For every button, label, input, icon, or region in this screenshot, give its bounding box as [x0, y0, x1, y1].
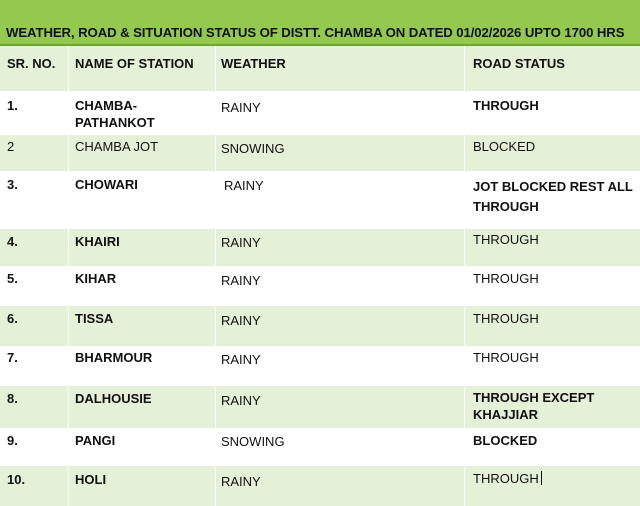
weather-cell: RAINY: [221, 352, 261, 367]
road-status-cell: THROUGH: [473, 271, 539, 286]
table-row: 9. PANGI SNOWING BLOCKED: [0, 428, 640, 466]
sr-no-cell: 7.: [7, 350, 18, 365]
road-status-cell: JOT BLOCKED REST ALL THROUGH: [473, 179, 633, 214]
weather-cell: SNOWING: [221, 141, 285, 156]
weather-cell: RAINY: [221, 313, 261, 328]
station-cell: KHAIRI: [75, 234, 120, 249]
station-cell: PANGI: [75, 433, 116, 448]
table-row: 10. HOLI RAINY THROUGH: [0, 466, 640, 506]
column-divider: [464, 46, 465, 506]
weather-cell: RAINY: [221, 474, 261, 489]
table-header-row: SR. NO. NAME OF STATION WEATHER ROAD STA…: [0, 46, 640, 91]
sr-no-cell: 10.: [7, 472, 26, 487]
station-cell: HOLI: [75, 472, 107, 487]
table-row: 7. BHARMOUR RAINY THROUGH: [0, 346, 640, 386]
station-cell: CHOWARI: [75, 177, 138, 192]
sr-no-cell: 1.: [7, 98, 18, 113]
sr-no-cell: 9.: [7, 433, 18, 448]
table-row: 1. CHAMBA-PATHANKOT RAINY THROUGH: [0, 91, 640, 135]
header-sr-no: SR. NO.: [7, 56, 56, 71]
text-cursor: [540, 471, 542, 485]
station-cell: CHAMBA JOT: [75, 139, 159, 154]
road-status-cell[interactable]: THROUGH: [473, 470, 638, 487]
header-road-status: ROAD STATUS: [473, 56, 565, 71]
table-row: 3. CHOWARI RAINY JOT BLOCKED REST ALL TH…: [0, 171, 640, 229]
weather-cell: RAINY: [221, 393, 261, 408]
column-divider: [68, 46, 69, 506]
column-divider: [215, 46, 216, 506]
road-status-cell: THROUGH: [473, 311, 539, 326]
weather-cell: RAINY: [221, 235, 261, 250]
table-row: 6. TISSA RAINY THROUGH: [0, 306, 640, 346]
title-bar: WEATHER, ROAD & SITUATION STATUS OF DIST…: [0, 0, 640, 46]
road-status-cell: THROUGH: [473, 98, 539, 113]
sr-no-cell: 3.: [7, 177, 18, 192]
road-status-text: THROUGH: [473, 471, 539, 486]
station-cell: KIHAR: [75, 271, 117, 286]
table-row: 2 CHAMBA JOT SNOWING BLOCKED: [0, 135, 640, 171]
road-status-cell: THROUGH: [473, 350, 539, 365]
weather-cell: RAINY: [221, 273, 261, 288]
table-row: 5. KIHAR RAINY THROUGH: [0, 266, 640, 306]
sr-no-cell: 4.: [7, 234, 18, 249]
table-row: 8. DALHOUSIE RAINY THROUGH EXCEPT KHAJJI…: [0, 386, 640, 428]
sr-no-cell: 6.: [7, 311, 18, 326]
station-cell: CHAMBA-PATHANKOT: [75, 98, 155, 130]
station-cell: TISSA: [75, 311, 114, 326]
header-station: NAME OF STATION: [75, 56, 194, 71]
road-status-cell: BLOCKED: [473, 139, 536, 154]
sr-no-cell: 5.: [7, 271, 18, 286]
sr-no-cell: 8.: [7, 391, 18, 406]
station-cell: DALHOUSIE: [75, 391, 152, 406]
weather-cell: RAINY: [224, 178, 264, 193]
road-status-cell: THROUGH: [473, 232, 539, 247]
table-row: 4. KHAIRI RAINY THROUGH: [0, 229, 640, 266]
road-status-cell: THROUGH EXCEPT KHAJJIAR: [473, 390, 595, 422]
station-cell: BHARMOUR: [75, 350, 153, 365]
page-title: WEATHER, ROAD & SITUATION STATUS OF DIST…: [6, 25, 625, 40]
header-weather: WEATHER: [221, 56, 286, 71]
weather-cell: RAINY: [221, 100, 261, 115]
road-status-cell: BLOCKED: [473, 433, 538, 448]
weather-cell: SNOWING: [221, 434, 285, 449]
sr-no-cell: 2: [7, 139, 15, 154]
